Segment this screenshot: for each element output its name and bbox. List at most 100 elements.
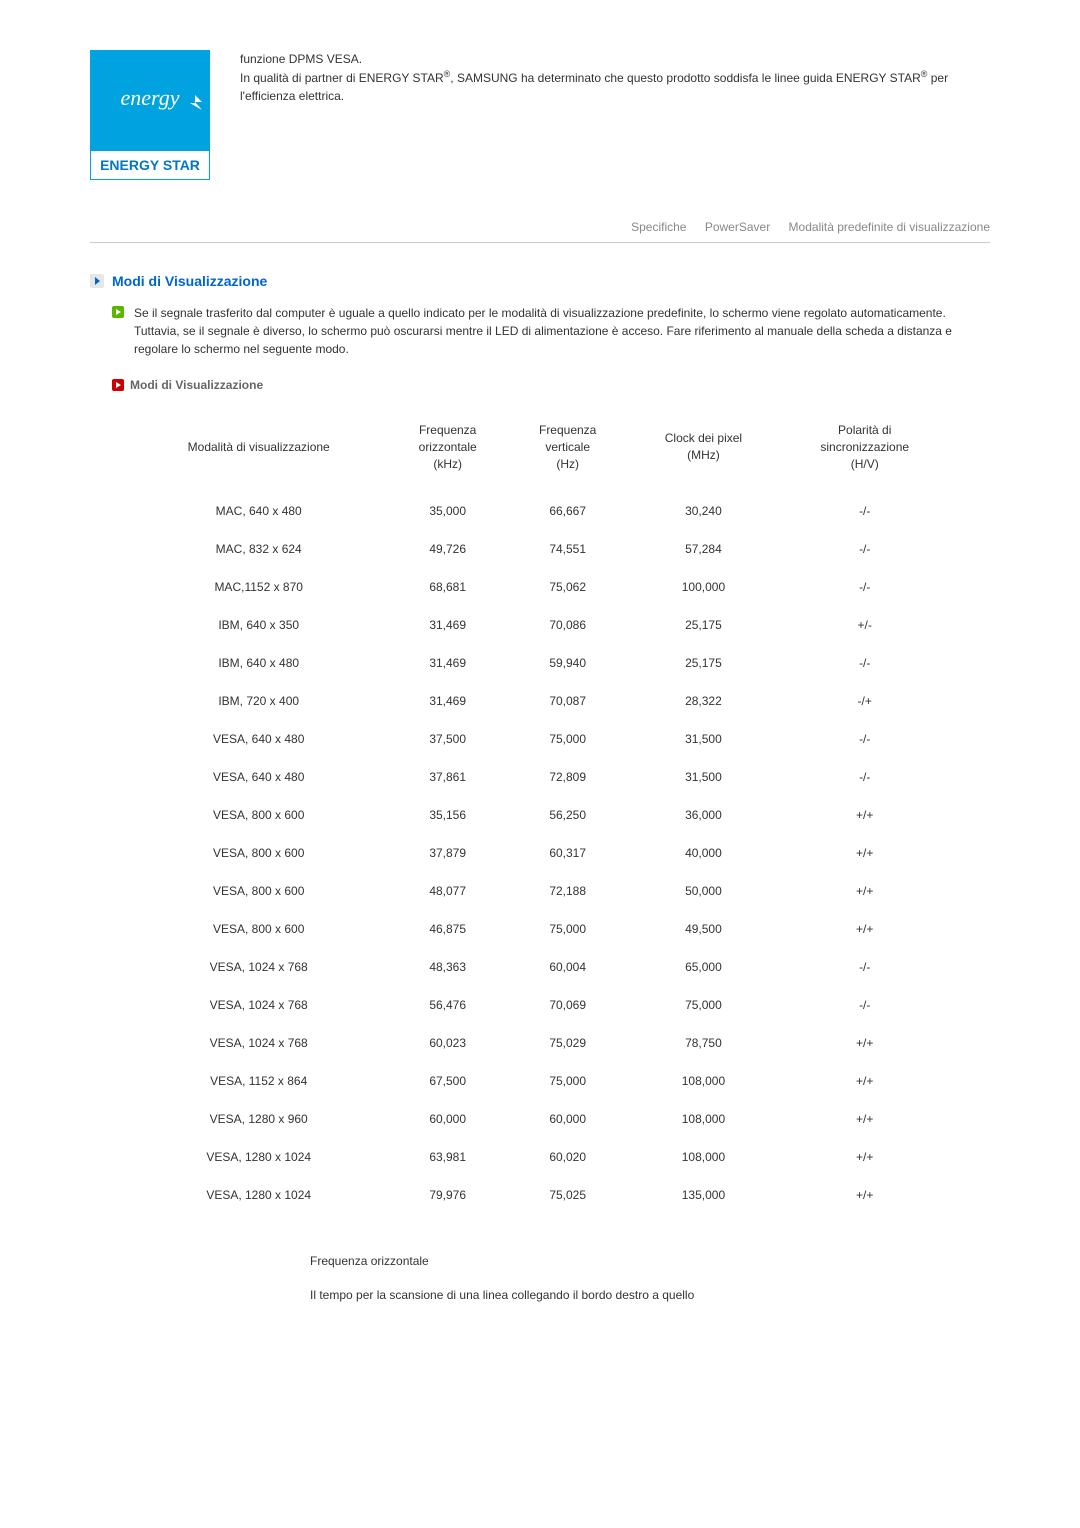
table-cell: 40,000 bbox=[627, 834, 779, 872]
top-line1: funzione DPMS VESA. bbox=[240, 52, 362, 66]
bullet-icon bbox=[112, 306, 124, 318]
col-vfreq: Frequenzaverticale(Hz) bbox=[508, 412, 627, 492]
table-cell: 66,667 bbox=[508, 492, 627, 530]
table-cell: 108,000 bbox=[627, 1100, 779, 1138]
table-cell: 35,156 bbox=[387, 796, 508, 834]
svg-text:ENERGY STAR: ENERGY STAR bbox=[100, 157, 200, 173]
table-cell: 79,976 bbox=[387, 1176, 508, 1214]
display-modes-table: Modalità di visualizzazione Frequenzaori… bbox=[130, 412, 950, 1214]
footer-term: Frequenza orizzontale bbox=[310, 1254, 990, 1268]
table-row: VESA, 1024 x 76860,02375,02978,750+/+ bbox=[130, 1024, 950, 1062]
table-row: IBM, 640 x 48031,46959,94025,175-/- bbox=[130, 644, 950, 682]
section-header: Modi di Visualizzazione bbox=[90, 273, 990, 289]
table-cell: 63,981 bbox=[387, 1138, 508, 1176]
table-cell: 75,000 bbox=[627, 986, 779, 1024]
table-cell: 108,000 bbox=[627, 1138, 779, 1176]
table-cell: VESA, 1024 x 768 bbox=[130, 986, 387, 1024]
table-row: MAC,1152 x 87068,68175,062100,000-/- bbox=[130, 568, 950, 606]
table-cell: 68,681 bbox=[387, 568, 508, 606]
table-cell: 75,062 bbox=[508, 568, 627, 606]
table-cell: VESA, 1024 x 768 bbox=[130, 1024, 387, 1062]
col-hfreq: Frequenzaorizzontale(kHz) bbox=[387, 412, 508, 492]
arrow-right-icon bbox=[90, 274, 104, 288]
table-cell: 37,879 bbox=[387, 834, 508, 872]
table-row: VESA, 800 x 60035,15656,25036,000+/+ bbox=[130, 796, 950, 834]
play-icon bbox=[112, 379, 124, 391]
table-row: VESA, 640 x 48037,50075,00031,500-/- bbox=[130, 720, 950, 758]
table-cell: 75,000 bbox=[508, 1062, 627, 1100]
table-row: IBM, 720 x 40031,46970,08728,322-/+ bbox=[130, 682, 950, 720]
table-cell: VESA, 800 x 600 bbox=[130, 796, 387, 834]
table-cell: 31,500 bbox=[627, 720, 779, 758]
table-cell: 60,020 bbox=[508, 1138, 627, 1176]
table-row: VESA, 1280 x 96060,00060,000108,000+/+ bbox=[130, 1100, 950, 1138]
table-cell: +/+ bbox=[779, 1100, 950, 1138]
table-cell: 75,000 bbox=[508, 720, 627, 758]
table-cell: 60,000 bbox=[508, 1100, 627, 1138]
table-cell: 46,875 bbox=[387, 910, 508, 948]
table-cell: 48,363 bbox=[387, 948, 508, 986]
table-cell: -/- bbox=[779, 758, 950, 796]
table-row: MAC, 640 x 48035,00066,66730,240-/- bbox=[130, 492, 950, 530]
table-cell: 50,000 bbox=[627, 872, 779, 910]
table-cell: VESA, 800 x 600 bbox=[130, 834, 387, 872]
table-cell: IBM, 720 x 400 bbox=[130, 682, 387, 720]
table-cell: 31,469 bbox=[387, 606, 508, 644]
table-cell: 59,940 bbox=[508, 644, 627, 682]
tab-preset-modes[interactable]: Modalità predefinite di visualizzazione bbox=[789, 220, 990, 234]
table-cell: 60,317 bbox=[508, 834, 627, 872]
top-section: energy ENERGY STAR funzione DPMS VESA. I… bbox=[90, 50, 990, 180]
table-cell: +/+ bbox=[779, 1176, 950, 1214]
top-line2-p1: In qualità di partner di ENERGY STAR bbox=[240, 71, 444, 85]
table-cell: 35,000 bbox=[387, 492, 508, 530]
table-cell: MAC,1152 x 870 bbox=[130, 568, 387, 606]
table-cell: 60,000 bbox=[387, 1100, 508, 1138]
table-cell: 60,023 bbox=[387, 1024, 508, 1062]
table-cell: 60,004 bbox=[508, 948, 627, 986]
table-cell: 70,086 bbox=[508, 606, 627, 644]
table-row: VESA, 1280 x 102479,97675,025135,000+/+ bbox=[130, 1176, 950, 1214]
table-cell: VESA, 800 x 600 bbox=[130, 872, 387, 910]
top-description: funzione DPMS VESA. In qualità di partne… bbox=[240, 50, 990, 105]
table-row: VESA, 1280 x 102463,98160,020108,000+/+ bbox=[130, 1138, 950, 1176]
tab-specifiche[interactable]: Specifiche bbox=[631, 220, 686, 234]
table-cell: +/+ bbox=[779, 872, 950, 910]
section-body-text: Se il segnale trasferito dal computer è … bbox=[134, 304, 990, 358]
section-title: Modi di Visualizzazione bbox=[112, 273, 267, 289]
table-cell: +/+ bbox=[779, 796, 950, 834]
table-cell: VESA, 640 x 480 bbox=[130, 758, 387, 796]
table-cell: 70,087 bbox=[508, 682, 627, 720]
table-row: VESA, 800 x 60046,87575,00049,500+/+ bbox=[130, 910, 950, 948]
table-row: VESA, 1024 x 76856,47670,06975,000-/- bbox=[130, 986, 950, 1024]
table-row: IBM, 640 x 35031,46970,08625,175+/- bbox=[130, 606, 950, 644]
table-cell: -/+ bbox=[779, 682, 950, 720]
table-cell: 57,284 bbox=[627, 530, 779, 568]
table-cell: 37,861 bbox=[387, 758, 508, 796]
table-cell: VESA, 1280 x 1024 bbox=[130, 1176, 387, 1214]
table-cell: 72,188 bbox=[508, 872, 627, 910]
table-cell: +/+ bbox=[779, 1024, 950, 1062]
subheading-row: Modi di Visualizzazione bbox=[112, 378, 990, 392]
table-row: MAC, 832 x 62449,72674,55157,284-/- bbox=[130, 530, 950, 568]
table-cell: 74,551 bbox=[508, 530, 627, 568]
table-cell: 25,175 bbox=[627, 644, 779, 682]
table-cell: -/- bbox=[779, 720, 950, 758]
table-cell: 75,000 bbox=[508, 910, 627, 948]
table-cell: 100,000 bbox=[627, 568, 779, 606]
subheading-text: Modi di Visualizzazione bbox=[130, 378, 263, 392]
table-cell: 108,000 bbox=[627, 1062, 779, 1100]
table-cell: IBM, 640 x 350 bbox=[130, 606, 387, 644]
table-cell: +/+ bbox=[779, 834, 950, 872]
table-row: VESA, 1152 x 86467,50075,000108,000+/+ bbox=[130, 1062, 950, 1100]
table-cell: 65,000 bbox=[627, 948, 779, 986]
col-clock: Clock dei pixel(MHz) bbox=[627, 412, 779, 492]
table-cell: +/+ bbox=[779, 1062, 950, 1100]
table-header-row: Modalità di visualizzazione Frequenzaori… bbox=[130, 412, 950, 492]
table-cell: 30,240 bbox=[627, 492, 779, 530]
table-cell: VESA, 1152 x 864 bbox=[130, 1062, 387, 1100]
table-cell: 31,469 bbox=[387, 644, 508, 682]
table-cell: VESA, 1280 x 960 bbox=[130, 1100, 387, 1138]
col-polarity: Polarità disincronizzazione(H/V) bbox=[779, 412, 950, 492]
table-cell: 49,726 bbox=[387, 530, 508, 568]
tab-powersaver[interactable]: PowerSaver bbox=[705, 220, 770, 234]
